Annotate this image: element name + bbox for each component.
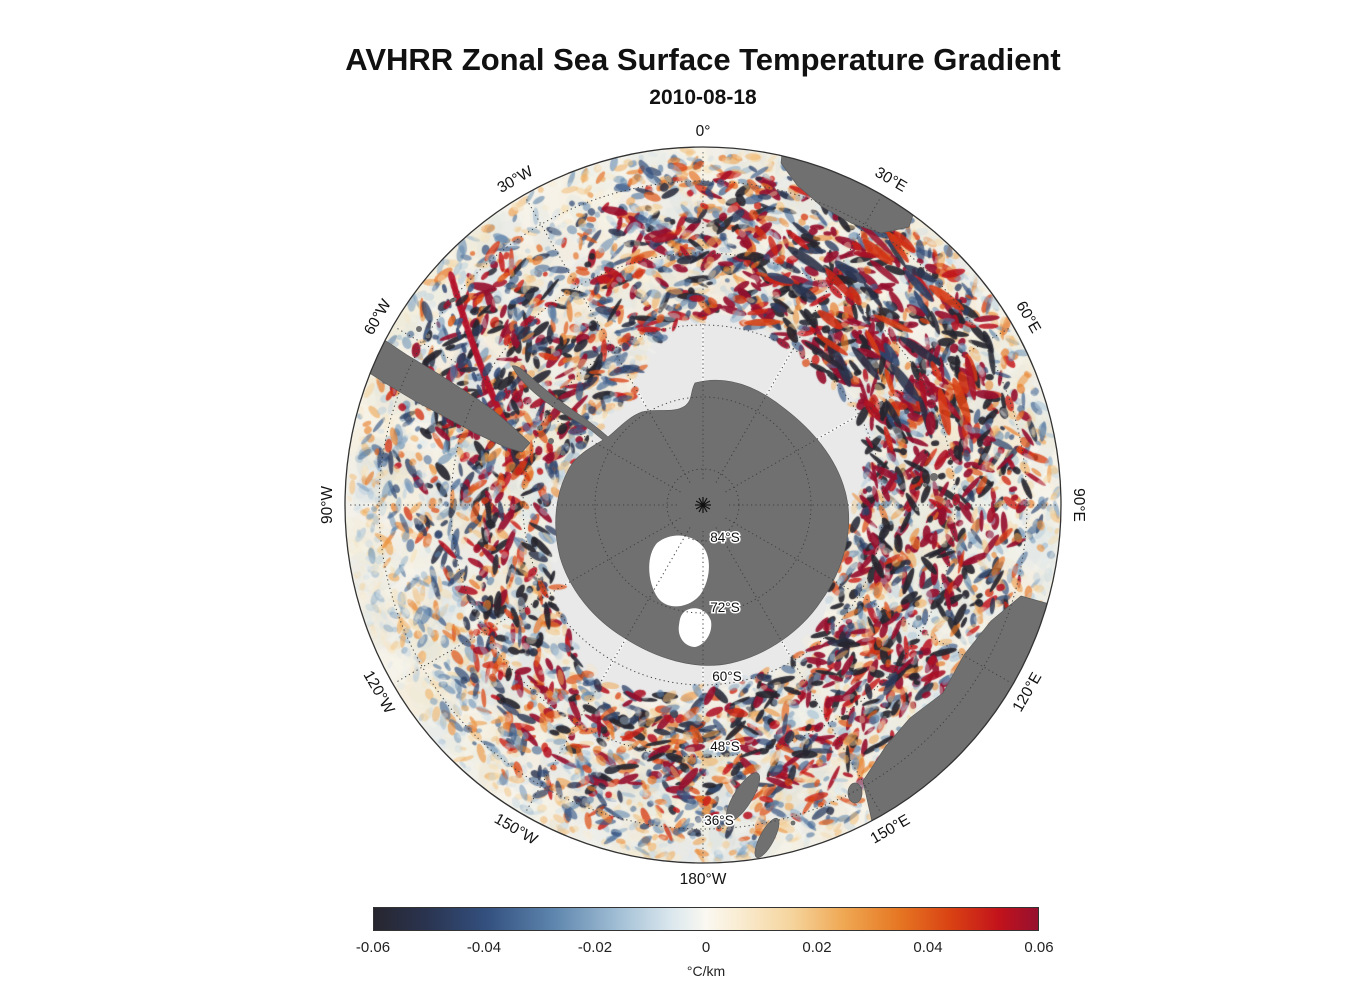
map-overlay: 0° 30°E 60°E 90°E 120°E 150°E 180°W 150°… xyxy=(319,123,1087,888)
graticule xyxy=(347,149,1059,861)
antarctica xyxy=(511,365,850,666)
map-boundary xyxy=(344,146,1062,864)
new-zealand-north-island xyxy=(754,817,780,859)
parallel-label-72s: 72°S xyxy=(710,600,739,615)
colorbar-tick-3: 0 xyxy=(701,939,711,956)
figure-date: 2010-08-18 xyxy=(649,86,757,109)
parallel-label-36s: 36°S xyxy=(704,813,733,828)
parallel-label-48s: 48°S xyxy=(710,739,739,754)
colorbar-tick-2: -0.02 xyxy=(577,939,613,956)
meridian-label-0: 0° xyxy=(696,123,711,140)
small-islands xyxy=(416,297,938,830)
colorbar-unit-label: °C/km xyxy=(686,963,726,979)
colorbar-tick-6: 0.06 xyxy=(1024,939,1054,956)
parallel-36s-circle xyxy=(378,180,1028,830)
colorbar-tick-5: 0.04 xyxy=(913,939,943,956)
parallel-48s-circle xyxy=(450,252,956,758)
colorbar-tick-4: 0.02 xyxy=(802,939,832,956)
parallel-labels: 84°S 72°S 60°S 48°S 36°S xyxy=(703,529,743,830)
meridian-label-30e: 30°E xyxy=(872,164,910,196)
colorbar-gradient xyxy=(373,907,1039,931)
parallel-label-84s: 84°S xyxy=(710,530,739,545)
meridian-label-90e: 90°E xyxy=(1070,488,1087,522)
australia xyxy=(862,595,1061,836)
new-zealand-south-island xyxy=(725,772,761,822)
meridian-label-60e: 60°E xyxy=(1012,298,1044,336)
colorbar-tick-0: -0.06 xyxy=(355,939,391,956)
south-america xyxy=(356,332,531,453)
meridian-label-120w: 120°W xyxy=(360,668,398,717)
ross-ice-shelf xyxy=(649,535,709,607)
land-layer xyxy=(356,147,1061,859)
figure-title: AVHRR Zonal Sea Surface Temperature Grad… xyxy=(345,42,1061,77)
parallel-label-60s: 60°S xyxy=(712,669,741,684)
pole-marker xyxy=(695,497,711,513)
colorbar-tick-1: -0.04 xyxy=(466,939,502,956)
tasmania xyxy=(847,782,863,804)
meridian-label-180w: 180°W xyxy=(680,871,727,888)
parallel-72s-circle xyxy=(594,396,812,614)
meridian-label-150w: 150°W xyxy=(491,810,540,848)
meridian-label-90w: 90°W xyxy=(319,486,336,524)
